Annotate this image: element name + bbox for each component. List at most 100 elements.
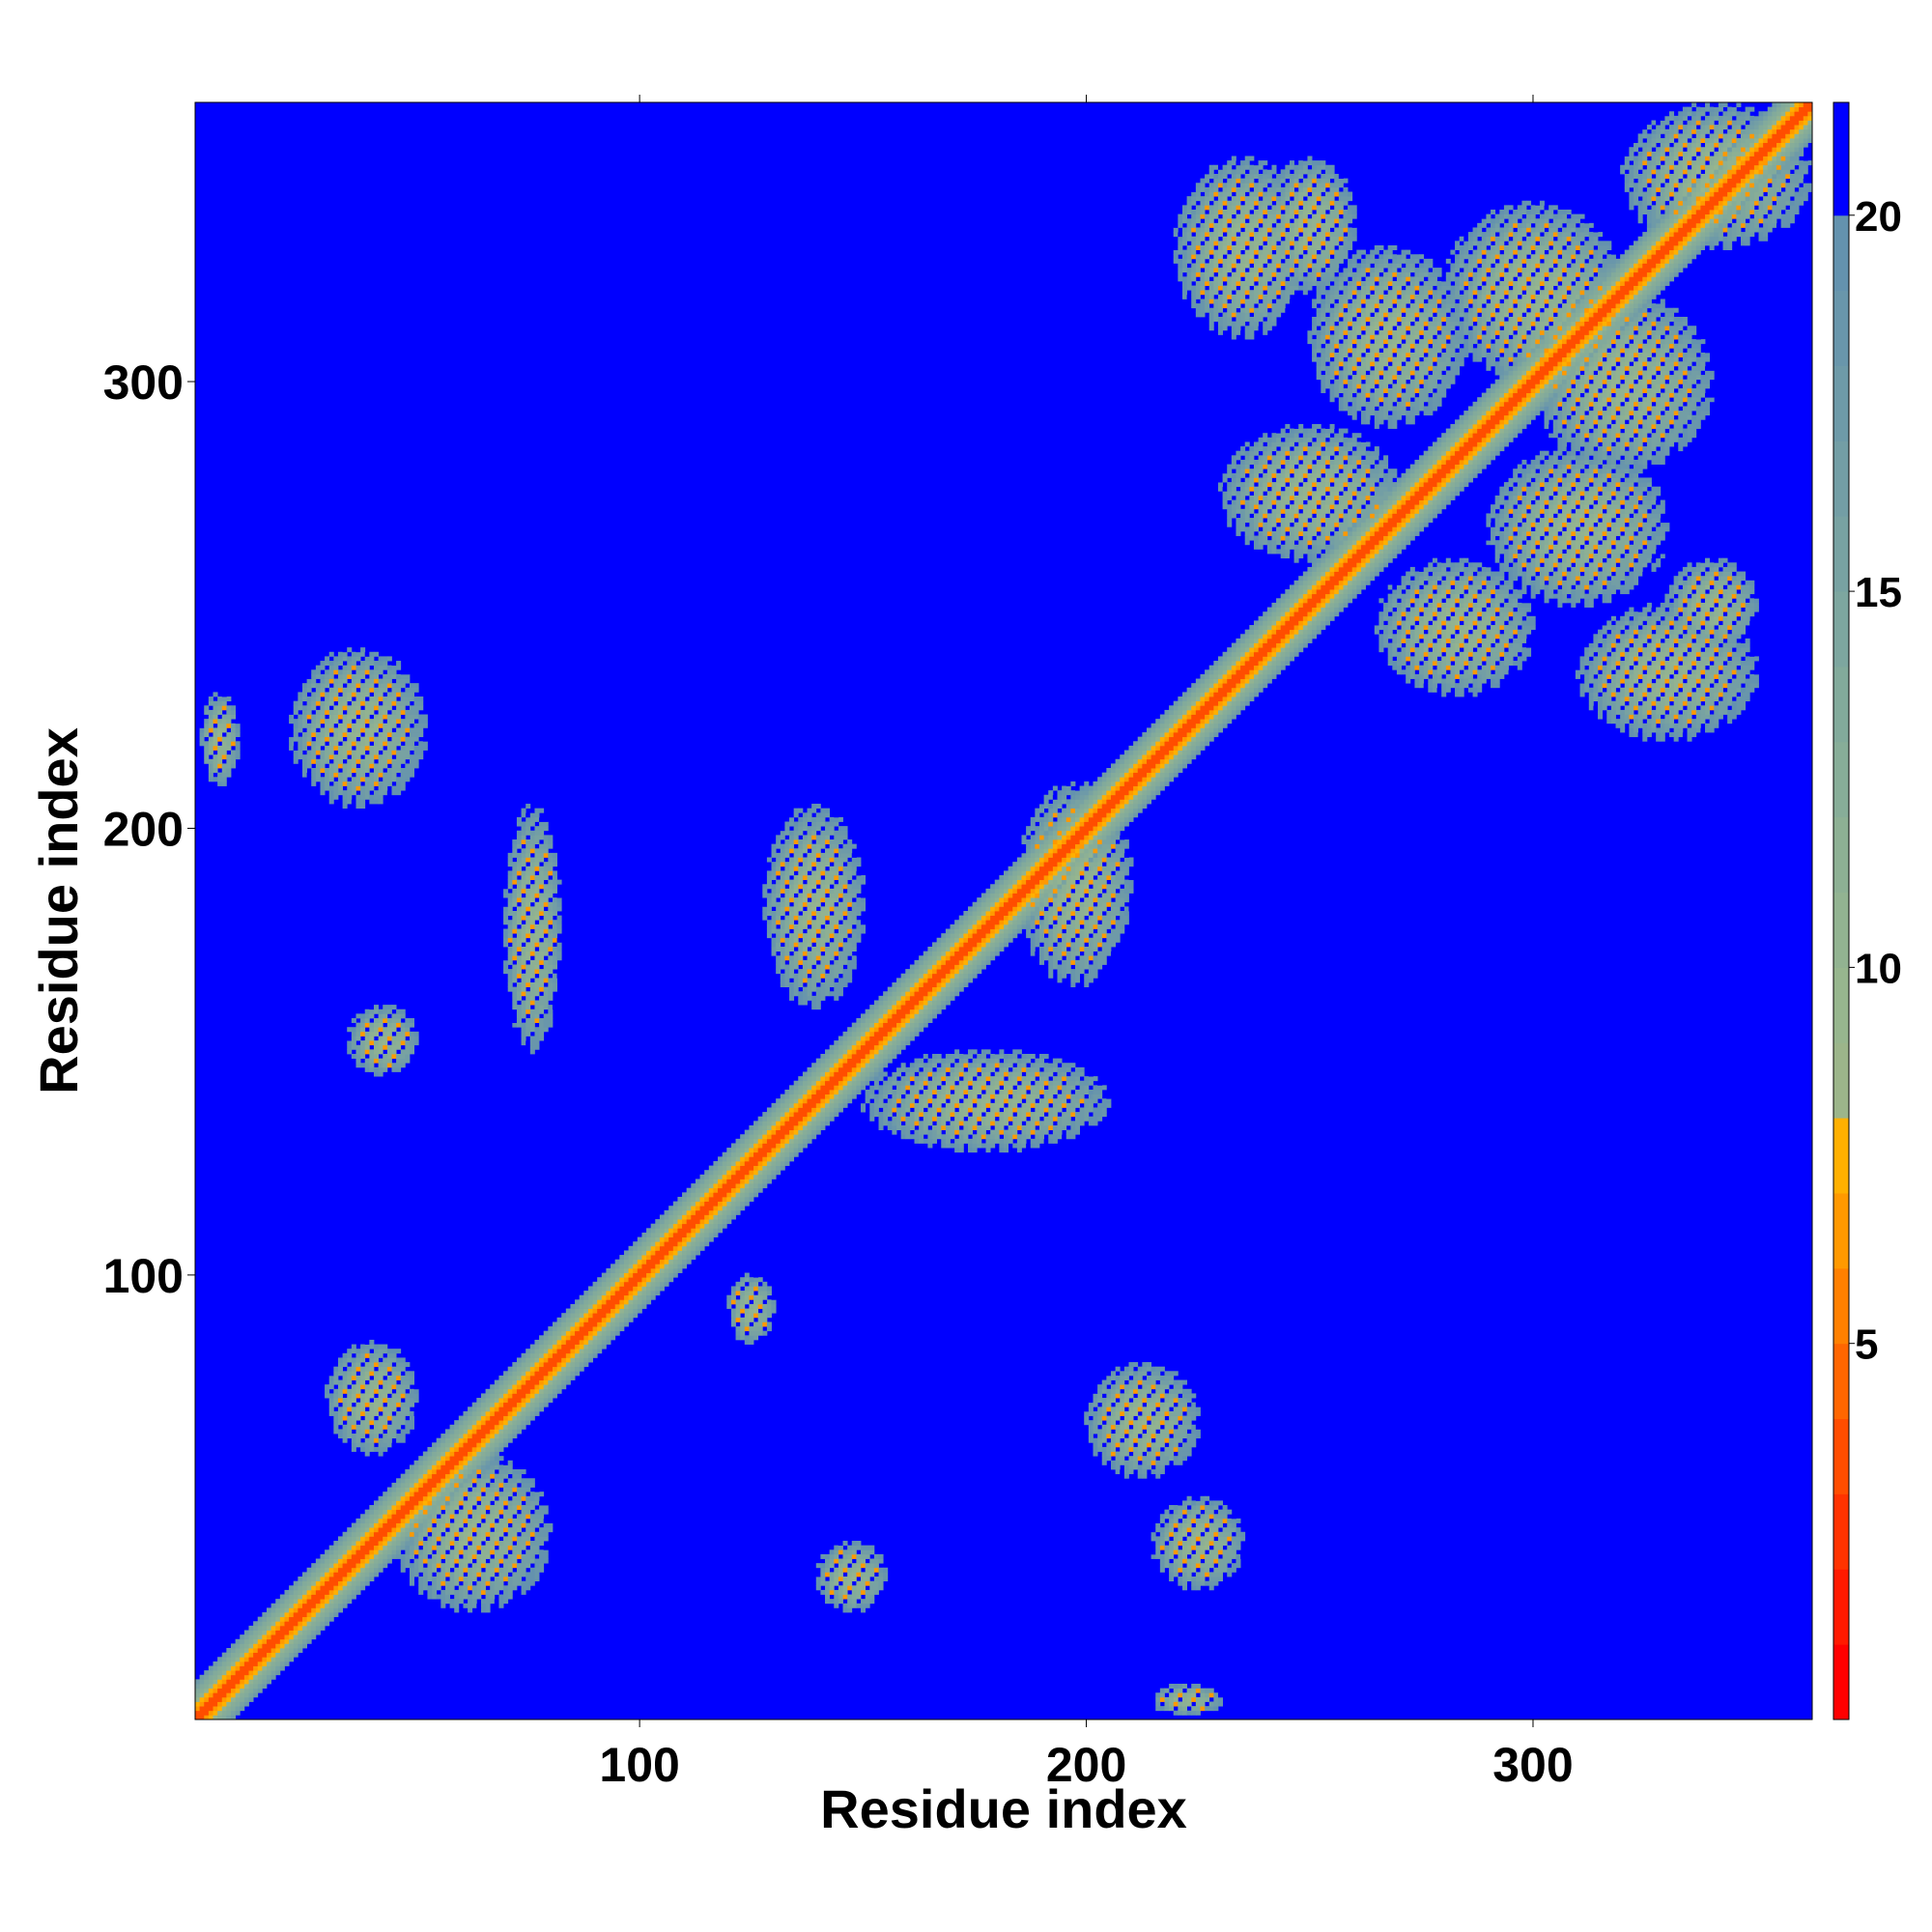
heatmap-cell [1084, 1420, 1090, 1426]
heatmap-cell [749, 1143, 754, 1149]
heatmap-cell [347, 1541, 353, 1547]
heatmap-cell [383, 1492, 388, 1497]
heatmap-cell [351, 1437, 356, 1443]
heatmap-cell [1030, 1085, 1040, 1091]
heatmap-cell [999, 1129, 1005, 1135]
heatmap-cell [235, 1692, 241, 1698]
heatmap-cell [391, 1549, 397, 1555]
heatmap-cell [369, 1362, 375, 1368]
heatmap-cell [829, 1580, 835, 1586]
heatmap-cell [391, 1366, 406, 1372]
heatmap-cell [270, 1625, 276, 1631]
heatmap-cell [485, 1473, 491, 1479]
heatmap-cell [592, 1286, 598, 1292]
heatmap-cell [856, 1085, 862, 1091]
heatmap-cell [1084, 1410, 1090, 1416]
heatmap-cell [432, 1514, 438, 1520]
heatmap-cell [468, 1473, 473, 1479]
heatmap-cell [507, 1563, 513, 1569]
heatmap-cell [932, 1053, 938, 1059]
heatmap-cell [325, 1567, 330, 1573]
heatmap-cell [861, 1607, 867, 1613]
heatmap-cell [1213, 1514, 1228, 1520]
heatmap-cell [883, 1567, 889, 1573]
heatmap-cell [865, 1567, 875, 1573]
heatmap-cell [950, 1066, 955, 1072]
heatmap-cell [230, 1674, 245, 1680]
heatmap-cell [413, 1505, 419, 1511]
heatmap-cell [360, 1527, 366, 1533]
heatmap-cell [503, 1594, 509, 1600]
heatmap-cell [422, 1577, 428, 1582]
heatmap-cell [463, 1553, 469, 1559]
heatmap-cell [262, 1674, 268, 1680]
heatmap-cell [1016, 1116, 1022, 1122]
heatmap-cell [798, 1080, 804, 1086]
heatmap-cell [699, 1232, 705, 1237]
heatmap-cell [1137, 1420, 1143, 1426]
heatmap-cell [583, 1308, 589, 1314]
heatmap-cell [1110, 1424, 1116, 1430]
heatmap-cell [1137, 1424, 1143, 1430]
heatmap-cell [364, 1541, 379, 1547]
heatmap-cell [793, 1138, 799, 1144]
heatmap-cell [932, 1098, 938, 1104]
heatmap-cell [521, 1410, 526, 1416]
heatmap-cell [611, 1313, 616, 1319]
heatmap-cell [963, 1085, 969, 1091]
heatmap-cell [1231, 1563, 1241, 1569]
heatmap-cell [378, 1514, 384, 1520]
heatmap-cell [262, 1634, 268, 1640]
heatmap-cell [1155, 1366, 1165, 1372]
heatmap-cell [865, 1063, 870, 1068]
heatmap-cell [726, 1317, 732, 1322]
heatmap-cell [351, 1577, 356, 1582]
heatmap-cell [369, 1420, 375, 1426]
heatmap-cell [726, 1148, 732, 1153]
heatmap-cell [476, 1505, 482, 1511]
heatmap-cell [333, 1398, 339, 1404]
heatmap-cell [825, 1558, 831, 1564]
heatmap-cell [914, 1017, 920, 1023]
heatmap-cell [1115, 1451, 1121, 1457]
heatmap-cell [883, 1053, 889, 1059]
heatmap-cell [1012, 1107, 1018, 1113]
heatmap-cell [418, 1567, 424, 1573]
heatmap-cell [418, 1473, 424, 1479]
heatmap-cell [641, 1303, 647, 1309]
heatmap-cell [418, 1500, 424, 1506]
heatmap-cell [847, 1553, 853, 1559]
heatmap-cell [360, 1371, 366, 1377]
heatmap-cell [1181, 1692, 1187, 1698]
heatmap-cell [409, 1049, 414, 1055]
heatmap-cell [887, 1080, 893, 1086]
heatmap-cell [905, 1102, 911, 1108]
heatmap-cell [503, 1558, 513, 1564]
heatmap-cell [722, 1174, 727, 1179]
heatmap-cell [1151, 1434, 1156, 1439]
heatmap-cell [391, 1063, 406, 1068]
heatmap-cell [999, 1053, 1005, 1059]
heatmap-cell [471, 1585, 477, 1591]
heatmap-cell [838, 1094, 843, 1099]
heatmap-cell [847, 1577, 853, 1582]
heatmap-cell [378, 1058, 384, 1064]
heatmap-cell [485, 1572, 491, 1577]
heatmap-cell [235, 1657, 241, 1662]
heatmap-cell [458, 1541, 464, 1547]
heatmap-cell [1088, 1094, 1094, 1099]
heatmap-cell [1038, 1121, 1045, 1126]
heatmap-cell [909, 1116, 915, 1122]
heatmap-cell [699, 1245, 705, 1251]
heatmap-cell [1012, 1076, 1018, 1082]
heatmap-cell [360, 1585, 366, 1591]
heatmap-cell [1123, 1442, 1129, 1448]
heatmap-cell [623, 1317, 629, 1322]
heatmap-cell [468, 1420, 473, 1426]
heatmap-cell [919, 1134, 924, 1140]
heatmap-cell [878, 1058, 884, 1064]
heatmap-cell [521, 1352, 526, 1358]
heatmap-cell [914, 1031, 920, 1037]
heatmap-cell [534, 1558, 549, 1564]
heatmap-cell [355, 1536, 361, 1542]
